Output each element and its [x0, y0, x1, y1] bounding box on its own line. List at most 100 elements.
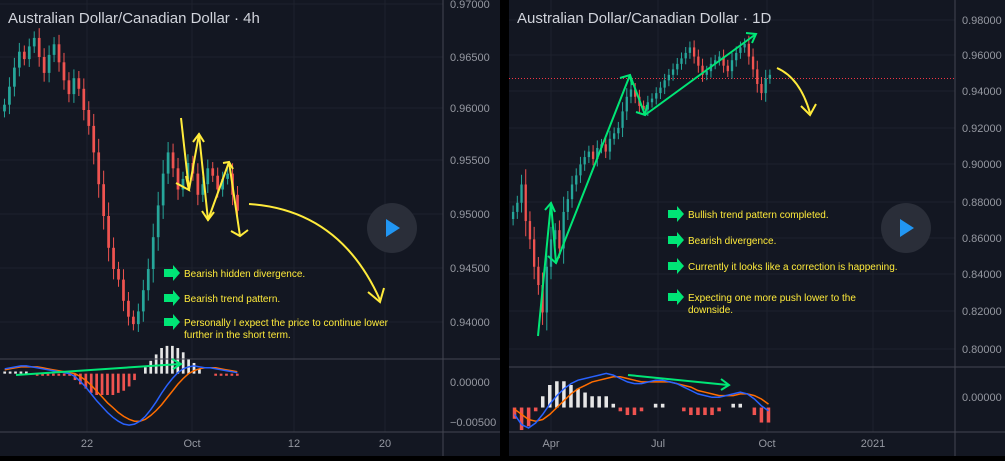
candle-body	[566, 199, 569, 212]
candle-body	[196, 173, 200, 195]
right-projection-arrow	[776, 67, 811, 114]
left-note-3-green-arrow	[164, 314, 180, 330]
candle-body	[112, 247, 115, 269]
price-tick-label: 0.96000	[962, 50, 1002, 62]
right-divergence-arrowhead	[720, 378, 731, 391]
left-note-1-green-arrow	[164, 265, 180, 281]
left-projection-arrow	[248, 203, 381, 301]
price-tick-label: 0.96000	[450, 103, 490, 115]
macd-tick-label: −0.00500	[450, 417, 496, 429]
candle-body	[117, 269, 120, 280]
candle-body	[692, 47, 696, 57]
left-note-2: Bearish trend pattern.	[164, 290, 280, 306]
time-tick-label: 2021	[861, 438, 885, 450]
right-note-3: Currently it looks like a correction is …	[668, 258, 898, 274]
right-note-2-green-arrow	[668, 232, 684, 248]
right-zigzag-arrowhead-3	[619, 73, 633, 86]
candle-body	[604, 144, 607, 152]
candle-body	[714, 60, 717, 64]
candle-body	[735, 52, 738, 61]
candle-body	[549, 239, 553, 267]
left-chart-background	[0, 0, 500, 456]
candle-body	[52, 44, 56, 55]
candle-body	[650, 98, 654, 103]
right-zigzag-arrowhead-4	[635, 104, 648, 117]
candle-body	[77, 78, 81, 89]
candle-body	[47, 54, 51, 73]
candle-body	[537, 266, 540, 286]
candle-body	[676, 63, 679, 70]
candle-body	[17, 51, 21, 68]
candle-body	[671, 69, 675, 75]
candle-body	[221, 178, 225, 190]
candle-body	[67, 80, 71, 95]
right-note-4-text-line-1: Expecting one more push lower to the	[688, 293, 856, 304]
time-tick-label: 20	[379, 438, 391, 450]
candle-body	[72, 78, 76, 95]
play-icon	[386, 219, 400, 237]
candle-body	[705, 71, 708, 75]
candle-body	[87, 110, 91, 126]
macd-tick-label: 0.00000	[450, 377, 490, 389]
candle-body	[206, 168, 210, 185]
price-tick-label: 0.84000	[962, 269, 1002, 281]
macd-signal-line	[4, 366, 238, 422]
left-price-axis[interactable]: 0.97000 0.96500 0.96000 0.95500 0.95000 0.945…	[450, 0, 490, 329]
right-chart-panel: 0.98000 0.96000 0.94000 0.92000 0.90000 0.880…	[509, 0, 1005, 456]
candle-body	[127, 300, 130, 317]
candle-body	[156, 205, 160, 238]
candle-body	[32, 37, 36, 47]
left-bearish-pattern-zigzag	[180, 117, 241, 237]
candle-body	[642, 105, 645, 110]
candle-body	[97, 152, 101, 185]
candle-body	[211, 168, 215, 176]
candle-body	[587, 151, 591, 158]
left-divergence-arrowhead	[171, 358, 183, 370]
candle-body	[22, 51, 26, 60]
left-note-3-text-line-2: further in the short term.	[184, 330, 291, 341]
candle-body	[579, 164, 582, 176]
right-note-3-green-arrow	[668, 258, 684, 274]
left-notes: Bearish hidden divergence. Bearish trend…	[164, 265, 389, 341]
left-play-button[interactable]	[367, 203, 417, 253]
panel-separator	[500, 0, 509, 456]
candle-body	[122, 279, 125, 301]
candle-body	[583, 157, 586, 165]
time-tick-label: 12	[288, 438, 300, 450]
macd-tick-label: 0.00000	[962, 392, 1002, 404]
left-time-axis[interactable]: 22 Oct 12 20	[81, 438, 391, 450]
left-note-1-text: Bearish hidden divergence.	[184, 269, 305, 280]
candle-body	[545, 266, 548, 313]
time-tick-label: Oct	[758, 438, 775, 450]
candle-body	[42, 57, 46, 73]
candle-body	[751, 56, 755, 70]
left-zigzag-arrowhead-3	[201, 210, 215, 222]
candle-body	[236, 194, 239, 211]
right-bullish-pattern-zigzag	[537, 33, 757, 337]
left-note-1: Bearish hidden divergence.	[164, 265, 305, 281]
right-notes: Bullish trend pattern completed. Bearish…	[668, 206, 898, 316]
left-note-3-text-line-1: Personally I expect the price to continu…	[184, 318, 389, 329]
right-note-4: Expecting one more push lower to the dow…	[668, 289, 856, 316]
candle-body	[625, 96, 628, 112]
candle-body	[747, 43, 751, 57]
candle-body	[37, 37, 41, 57]
right-price-axis[interactable]: 0.98000 0.96000 0.94000 0.92000 0.90000 0.880…	[962, 15, 1002, 356]
time-tick-label: Oct	[183, 438, 200, 450]
price-tick-label: 0.98000	[962, 15, 1002, 27]
macd-line	[513, 372, 769, 429]
candle-body	[82, 88, 86, 110]
left-note-2-text: Bearish trend pattern.	[184, 294, 280, 305]
right-play-button[interactable]	[881, 203, 931, 253]
left-chart-panel: 0.97000 0.96500 0.96000 0.95500 0.95000 0.945…	[0, 0, 500, 456]
candle-body	[558, 230, 561, 249]
price-tick-label: 0.97000	[450, 0, 490, 11]
price-tick-label: 0.95000	[450, 209, 490, 221]
candle-body	[8, 86, 11, 105]
candle-body	[596, 147, 599, 159]
right-time-axis[interactable]: Apr Jul Oct 2021	[542, 438, 885, 450]
candle-body	[107, 216, 110, 248]
candle-body	[216, 175, 220, 190]
